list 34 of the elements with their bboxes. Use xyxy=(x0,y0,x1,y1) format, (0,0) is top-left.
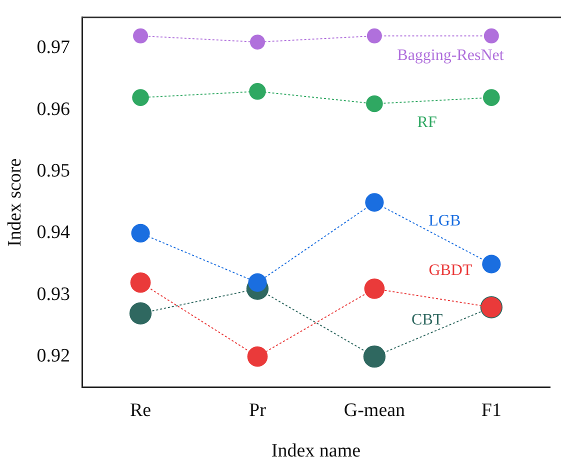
series-label: Bagging-ResNet xyxy=(397,47,504,64)
point xyxy=(366,28,382,44)
point xyxy=(132,89,149,106)
point xyxy=(129,302,152,324)
point xyxy=(364,278,385,299)
y-tick-label: 0.95 xyxy=(36,160,70,182)
x-axis-title: Index name xyxy=(271,440,361,462)
point xyxy=(250,34,265,50)
y-tick-label: 0.94 xyxy=(36,222,71,244)
series-label: LGB xyxy=(428,212,461,230)
series-label: RF xyxy=(417,114,437,132)
point xyxy=(484,28,499,44)
point xyxy=(133,28,148,44)
y-tick-label: 0.92 xyxy=(36,346,70,367)
point xyxy=(131,224,150,243)
y-axis-title: Index score xyxy=(4,158,26,246)
series-label: CBT xyxy=(412,312,443,329)
point xyxy=(366,95,383,112)
point xyxy=(247,346,268,367)
x-tick-label: F1 xyxy=(481,400,502,421)
point xyxy=(130,272,151,293)
x-tick-label: Pr xyxy=(249,400,267,421)
point xyxy=(365,193,384,212)
x-tick-label: Re xyxy=(130,400,152,421)
series-label: GBDT xyxy=(428,262,472,279)
point xyxy=(483,89,500,106)
point xyxy=(248,273,267,292)
y-tick-label: 0.93 xyxy=(36,284,70,305)
point xyxy=(363,345,386,368)
point xyxy=(249,83,266,100)
point xyxy=(482,254,501,274)
y-tick-label: 0.97 xyxy=(36,37,70,58)
x-tick-label: G-mean xyxy=(344,400,406,421)
y-tick-label: 0.96 xyxy=(36,98,70,120)
